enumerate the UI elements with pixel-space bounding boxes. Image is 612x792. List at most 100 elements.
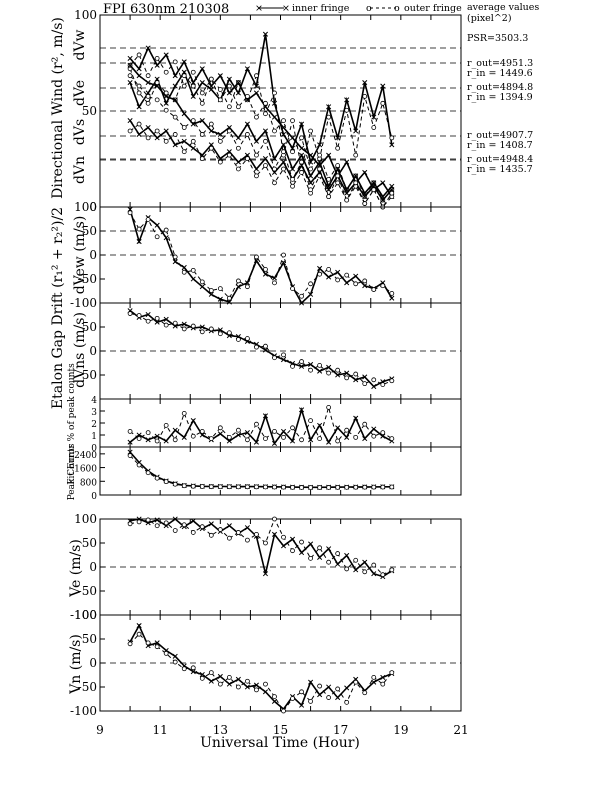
series-etalon_gap_drift_ew-inner-point <box>217 296 223 302</box>
series-dVe-inner-point <box>362 169 368 175</box>
series-peak_counts-outer-point <box>308 485 313 490</box>
series-dVe-inner-point <box>308 152 314 158</box>
series-dVw-outer-point <box>181 73 187 79</box>
series-dVw-inner-point <box>244 66 250 72</box>
series-fit_error-outer-point <box>317 436 323 442</box>
series-vn-inner-point <box>217 673 223 679</box>
series-vn-inner <box>127 623 395 712</box>
series-vn-outer-point <box>371 675 377 680</box>
series-ve-inner-point <box>154 517 160 523</box>
series-etalon_gap_drift_ew-outer-line <box>129 212 393 300</box>
series-vn-inner-point <box>190 669 196 675</box>
series-dVe-inner-point <box>199 66 205 72</box>
series-vn-inner-point <box>208 678 214 684</box>
series-dVs-outer-point <box>272 180 277 186</box>
series-etalon_gap_drift_ew-outer-point <box>353 281 359 287</box>
series-fit_error-inner <box>127 406 395 446</box>
series-dVw-inner-point <box>154 76 160 82</box>
series-etalon_gap_drift_ns-outer-point <box>145 318 151 324</box>
series-vn-inner-point <box>271 698 278 704</box>
series-etalon_gap_drift_ns-outer-point <box>208 326 214 332</box>
ylabel-fit-error: Fit Error % of peak counts <box>67 363 77 485</box>
series-etalon_gap_drift_ew-inner-point <box>317 265 323 271</box>
series-dVn-inner-point <box>299 152 305 158</box>
series-dVw-inner-point <box>389 142 395 148</box>
series-dVw-outer-point <box>145 100 151 106</box>
y-tick-label: 1600 <box>74 465 97 475</box>
series-dVn-inner-point <box>280 142 287 148</box>
series-dVn-outer <box>127 73 395 210</box>
xlabel-universal-time: Universal Time (Hour) <box>200 735 360 751</box>
series-vn-inner-point <box>308 679 314 685</box>
series-peak_counts-outer-point <box>136 462 142 468</box>
y-tick-label: 50 <box>82 536 97 550</box>
series-vn-inner-point <box>380 674 386 680</box>
series-dVn-inner-point <box>271 156 278 162</box>
series-vn-outer-point <box>136 631 142 637</box>
series-ve-inner-point <box>326 546 332 552</box>
series-dVe-inner-point <box>154 62 160 68</box>
series-etalon_gap_drift_ns-outer-point <box>263 343 268 349</box>
series-etalon_gap_drift_ew-outer-point <box>190 267 196 273</box>
series-ve-outer-point <box>317 545 323 551</box>
series-dVe-inner-point <box>172 73 178 79</box>
series-etalon_gap_drift_ns-outer-point <box>245 336 250 341</box>
series-dVw-inner-point <box>326 104 332 110</box>
series-etalon_gap_drift_ew-inner-point <box>190 276 196 282</box>
series-vn-outer-point <box>335 686 341 692</box>
series-etalon_gap_drift_ew-outer-point <box>163 227 169 233</box>
y-tick-label: 0 <box>89 560 97 574</box>
y-tick-label: -100 <box>70 608 97 622</box>
series-dVn-inner-point <box>244 121 250 127</box>
series-dVn-outer-point <box>326 194 332 200</box>
series-dVe-inner-point <box>190 80 196 86</box>
series-peak_counts-outer-point <box>154 475 160 481</box>
series-dVw-outer-point <box>136 90 142 96</box>
series-dVs-outer-point <box>136 121 142 127</box>
series-dVs-outer-point <box>181 149 187 155</box>
series-dVw-inner-point <box>299 121 305 127</box>
x-tick-label: 11 <box>153 723 168 737</box>
series-etalon_gap_drift_ns-outer-point <box>127 311 133 316</box>
series-dVs-outer-point <box>335 180 341 186</box>
series-ve-inner-point <box>280 543 287 549</box>
series-dVn-inner-point <box>380 194 386 200</box>
series-etalon_gap_drift_ns-outer-point <box>254 344 259 350</box>
series-dVw-inner-point <box>262 31 269 37</box>
x-tick-label: 19 <box>393 723 408 737</box>
ylabel-ve: Ve (m/s) <box>68 539 84 598</box>
series-etalon_gap_drift_ew-outer-point <box>172 254 178 260</box>
series-etalon_gap_drift_ew-outer-point <box>145 217 151 222</box>
series-dVw-outer-point <box>217 87 223 92</box>
sublabel-dvw: dVw <box>72 29 88 60</box>
series-dVe-outer-point <box>163 69 169 75</box>
series-etalon_gap_drift_ns-outer <box>127 311 395 388</box>
series-etalon_gap_drift_ew-inner-line <box>129 209 393 305</box>
series-fit_error-outer-point <box>263 436 268 442</box>
series-vn-inner-point <box>317 692 323 698</box>
series-etalon_gap_drift_ew-inner-point <box>235 284 241 290</box>
series-ve-outer-point <box>208 532 214 538</box>
x-tick-label: 9 <box>96 723 104 737</box>
series-dVn-inner-point <box>335 166 341 172</box>
series-etalon_gap_drift_ew-inner-point <box>308 291 314 297</box>
series-etalon_gap_drift_ns-outer-point <box>317 362 323 368</box>
series-etalon_gap_drift_ns-inner-point <box>181 321 187 327</box>
series-etalon_gap_drift_ew-inner-point <box>353 273 359 279</box>
series-etalon_gap_drift_ew-outer-point <box>235 278 241 284</box>
y-tick-label: 0 <box>89 656 97 670</box>
series-dVn-inner-point <box>317 159 323 165</box>
series-ve-outer-point <box>272 516 277 522</box>
series-etalon_gap_drift_ew-outer-point <box>344 272 350 278</box>
series-fit_error-inner-point <box>163 438 169 444</box>
series-dVe-inner-point <box>253 90 259 96</box>
series-dVs-inner-point <box>154 135 160 141</box>
series-dVw-inner-point <box>335 135 341 141</box>
series-vn-outer-point <box>145 640 151 646</box>
series-ve-inner-line <box>129 517 393 578</box>
series-fit_error-inner-point <box>380 433 386 439</box>
series-etalon_gap_drift_ns-outer-line <box>129 313 392 386</box>
series-vn-outer-point <box>389 670 395 675</box>
series-ve-outer-point <box>371 562 377 568</box>
series-etalon_gap_drift_ns-outer-point <box>235 337 241 342</box>
